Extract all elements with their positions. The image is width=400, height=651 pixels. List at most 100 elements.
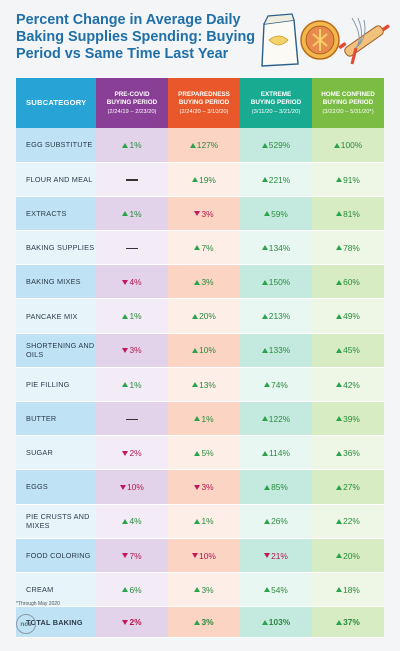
- table-row-butter: BUTTER 1% 122% 39%: [16, 401, 384, 437]
- up-arrow-icon: [264, 518, 271, 524]
- change-value: 213%: [261, 311, 290, 321]
- food-coloring-home-confined-value: 20%: [312, 538, 384, 573]
- title-line-3: Period vs Same Time Last Year: [16, 46, 229, 62]
- rolling-pin-whisk-icon: [338, 17, 390, 65]
- pie-filling-extreme-value: 74%: [240, 367, 312, 403]
- up-arrow-icon: [261, 619, 268, 625]
- up-arrow-icon: [261, 347, 268, 353]
- header-home-confined-line1: HOME CONFINED: [321, 90, 375, 98]
- pancake-mix-extreme-value: 213%: [240, 298, 312, 334]
- sugar-extreme-value: 114%: [240, 435, 312, 471]
- change-percent: 27%: [343, 482, 360, 493]
- change-percent: 2%: [129, 448, 142, 459]
- change-percent: 150%: [268, 277, 291, 288]
- change-value: 20%: [192, 311, 216, 321]
- cream-extreme-value: 54%: [240, 572, 312, 608]
- table-row-flour-and-meal: FLOUR AND MEAL 19% 221% 91%: [16, 162, 384, 197]
- header-preparedness-line2: BUYING PERIOD: [178, 98, 230, 106]
- table-row-pancake-mix: PANCAKE MIX 1% 20% 213% 49%: [16, 298, 384, 334]
- table-row-sugar: SUGAR 2% 5% 114% 36%: [16, 435, 384, 471]
- change-value: 100%: [333, 140, 362, 150]
- header-home-confined-line2: BUYING PERIOD: [322, 98, 374, 106]
- flour-bag-icon: [261, 13, 299, 67]
- change-percent: 2%: [129, 617, 142, 628]
- extracts-pre-covid-value: 1%: [96, 196, 168, 232]
- change-value: 1%: [194, 413, 214, 424]
- change-value: 22%: [336, 516, 360, 526]
- header-extreme-line1: EXTREME: [260, 90, 292, 98]
- change-percent: 3%: [201, 482, 214, 493]
- change-value: 529%: [261, 140, 291, 151]
- change-percent: 134%: [268, 242, 291, 253]
- food-coloring-extreme-value: 21%: [240, 538, 312, 573]
- change-percent: 1%: [129, 208, 142, 219]
- row-label-baking-supplies: BAKING SUPPLIES: [16, 230, 96, 266]
- change-percent: 85%: [271, 482, 288, 493]
- cream-pre-covid-value: 6%: [96, 572, 168, 608]
- change-value: 3%: [194, 617, 214, 627]
- up-arrow-icon: [192, 347, 199, 353]
- table-row-eggs: EGGS 10% 3% 85% 27%: [16, 469, 384, 505]
- no-change-dash: [126, 247, 138, 250]
- change-value: 3%: [122, 345, 142, 355]
- change-percent: 18%: [343, 584, 360, 595]
- up-arrow-icon: [336, 484, 343, 490]
- change-percent: 103%: [268, 617, 291, 628]
- up-arrow-icon: [122, 313, 129, 319]
- eggs-pre-covid-value: 10%: [96, 469, 168, 505]
- table-row-pie-crusts-and-mixes: PIE CRUSTS AND MIXES 4% 1% 26% 22%: [16, 504, 384, 539]
- up-arrow-icon: [122, 211, 129, 217]
- baking-illustration: [261, 13, 390, 67]
- down-arrow-icon: [192, 553, 199, 559]
- header-home-confined-dates: (3/22/20 – 5/31/20*): [322, 108, 374, 115]
- change-percent: 22%: [343, 516, 360, 527]
- change-value: 3%: [194, 482, 214, 493]
- baking-supplies-extreme-value: 134%: [240, 230, 312, 266]
- change-value: 6%: [122, 585, 142, 595]
- baking-supplies-pre-covid-value: [96, 230, 168, 266]
- change-percent: 39%: [343, 413, 360, 424]
- up-arrow-icon: [194, 279, 201, 285]
- sugar-pre-covid-value: 2%: [96, 435, 168, 471]
- change-value: 10%: [192, 345, 216, 355]
- change-value: 42%: [336, 380, 360, 390]
- pie-filling-preparedness-value: 13%: [168, 367, 240, 403]
- change-value: 221%: [261, 175, 290, 185]
- header-subcategory: SUBCATEGORY: [16, 78, 96, 128]
- extracts-home-confined-value: 81%: [312, 196, 384, 232]
- header-pre-covid-dates: (2/24/19 – 2/23/20): [107, 108, 157, 115]
- up-arrow-icon: [336, 587, 343, 593]
- table-row-baking-mixes: BAKING MIXES 4% 3% 150% 60%: [16, 264, 384, 300]
- change-value: 18%: [336, 585, 360, 595]
- row-label-cream: CREAM: [16, 572, 96, 608]
- change-value: 3%: [194, 209, 214, 219]
- change-percent: 81%: [343, 208, 360, 219]
- change-value: 1%: [122, 140, 142, 150]
- change-percent: 19%: [199, 174, 216, 185]
- up-arrow-icon: [189, 142, 196, 148]
- food-coloring-pre-covid-value: 7%: [96, 538, 168, 573]
- change-value: 59%: [264, 209, 288, 219]
- butter-extreme-value: 122%: [240, 401, 312, 437]
- pie-filling-home-confined-value: 42%: [312, 367, 384, 403]
- change-percent: 4%: [129, 277, 142, 288]
- change-percent: 21%: [271, 550, 288, 561]
- change-percent: 7%: [129, 550, 142, 561]
- change-percent: 529%: [268, 140, 291, 151]
- baking-supplies-preparedness-value: 7%: [168, 230, 240, 266]
- down-arrow-icon: [194, 211, 201, 217]
- up-arrow-icon: [336, 245, 343, 251]
- pancake-mix-pre-covid-value: 1%: [96, 298, 168, 334]
- total-baking-extreme-value: 103%: [240, 606, 312, 639]
- change-percent: 1%: [201, 413, 214, 424]
- change-value: 3%: [194, 585, 214, 595]
- footnote: *Through May 2020: [16, 601, 60, 607]
- row-label-eggs: EGGS: [16, 469, 96, 505]
- up-arrow-icon: [194, 245, 201, 251]
- flour-and-meal-preparedness-value: 19%: [168, 162, 240, 197]
- baking-mixes-pre-covid-value: 4%: [96, 264, 168, 300]
- pie-crusts-and-mixes-extreme-value: 26%: [240, 504, 312, 539]
- header-preparedness: PREPAREDNESS BUYING PERIOD (2/24/20 – 3/…: [168, 78, 240, 128]
- cream-preparedness-value: 3%: [168, 572, 240, 608]
- header-pre-covid-line2: BUYING PERIOD: [106, 98, 158, 106]
